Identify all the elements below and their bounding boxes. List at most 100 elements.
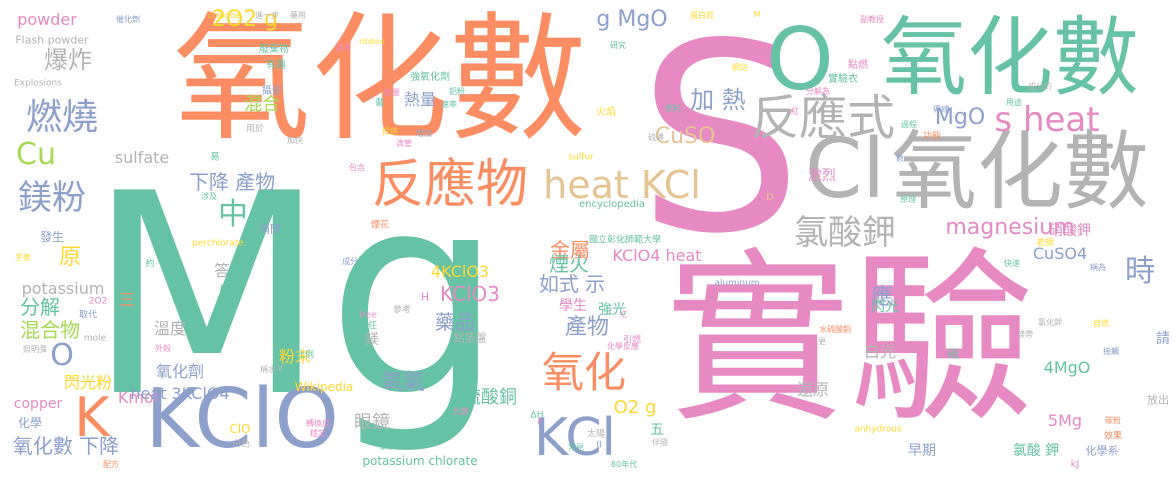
word-heat-energy: 熱量	[403, 90, 437, 109]
word-used-for: 用於	[245, 124, 265, 135]
word-clo: ClO	[229, 422, 251, 436]
word-kmol: Kmol	[117, 388, 159, 407]
word-self-ignite: 自燃	[1093, 319, 1109, 328]
word-potassium-chlorate-zh-small: 氯酸 鉀	[1012, 443, 1060, 459]
word-oxidation-number-decrease: 氧化數 下降	[12, 434, 120, 458]
word-chemicals: 藥品	[435, 310, 475, 334]
word-metal: 金屬	[550, 238, 590, 262]
word-ignite: 點燃	[848, 60, 868, 71]
word-4kclo3: 4KClO3	[430, 262, 490, 281]
word-induce-burn: 引燃	[622, 335, 642, 346]
word-cuso: CuSO	[654, 124, 716, 149]
word-fuel: 燃料	[665, 104, 681, 113]
word-heat-3kclo4: heat 3KClO4	[130, 384, 230, 403]
word-speed: 速率	[441, 100, 457, 109]
word-kclo4-heat: KClO4 heat	[612, 246, 702, 265]
word-function: 功能	[922, 131, 942, 142]
word-mgo: MgO	[934, 105, 986, 130]
word-k: K	[74, 386, 110, 449]
word-aluminum-tray: 鋁箔盤	[453, 331, 487, 345]
word-research: 研究	[610, 41, 626, 50]
word-delta-h: ΔH	[530, 410, 544, 421]
word-m: M	[753, 10, 761, 19]
word-number: 數	[896, 154, 904, 163]
word-answer: 答	[213, 261, 231, 280]
word-aluminum-powder: 鋁粉	[449, 87, 465, 96]
word-catalyst: 催化劑	[116, 15, 140, 24]
word-o-blue: O	[50, 338, 74, 373]
word-involve: 涉及	[201, 192, 217, 201]
word-carbon-powder: 碳粉	[1105, 416, 1121, 425]
word-manufacture: 製造	[335, 43, 351, 52]
word-process: 過程	[901, 120, 917, 129]
word-protein: 蛋白質	[690, 11, 714, 20]
word-2o2: 2O2	[88, 296, 108, 307]
word-chemical-reaction: 化學反應	[607, 342, 639, 351]
word-4mgo: 4MgO	[1043, 358, 1091, 377]
word-five: 五	[650, 422, 664, 438]
word-contain: 包含	[349, 163, 365, 172]
word-kcl: KCl	[533, 408, 617, 468]
word-further: 進一步	[255, 11, 279, 20]
word-middle: 中	[218, 197, 248, 232]
word-waste: 廢棄物	[259, 44, 289, 55]
word-cl: Cl	[804, 122, 886, 217]
word-heat-kcl: heat KCl	[543, 163, 701, 207]
word-s: S	[637, 0, 803, 291]
word-flash: 閃光	[871, 299, 899, 315]
word-chemistry: 化學	[17, 416, 43, 430]
word-spectrum: 光譜	[453, 407, 469, 416]
word-flare: 照明彈	[23, 345, 47, 354]
word-contact: 接觸	[1103, 347, 1119, 356]
word-occur: 發生	[39, 230, 65, 244]
word-gloves: 手套	[15, 253, 31, 262]
word-sulfur: sulfur	[568, 152, 594, 163]
word-firework: 煙花	[370, 220, 390, 231]
word-time: 時	[1125, 254, 1155, 289]
word-common: 常見	[568, 443, 584, 452]
word-decompose-into: 分解為	[806, 87, 830, 96]
word-sulfur-zh: 硫	[947, 347, 959, 361]
word-ribbon: ribbon	[359, 37, 385, 46]
word-dropper: 滴管	[396, 139, 412, 148]
word-free: free	[359, 310, 377, 321]
word-cuso4: CuSO4	[1032, 244, 1088, 263]
word-encyclopedia: encyclopedia	[578, 199, 646, 210]
word-mg: Mg	[86, 134, 504, 458]
word-website: 網站	[732, 63, 748, 72]
word-potassium-nitrate-zh: 硝酸鉀	[1049, 223, 1091, 239]
word-chemistry-dept: 化學系	[1085, 444, 1119, 458]
word-provide: 提供	[382, 127, 398, 136]
word-o2-g: O2 g	[613, 397, 657, 418]
word-potassium: potassium	[21, 279, 105, 298]
word-kclo3: KClO3	[439, 282, 501, 306]
word-as-shown: 如式 示	[538, 272, 606, 296]
word-intense: 激烈	[808, 168, 836, 184]
word-potassium-chlorate-zh: 氯酸鉀	[794, 213, 896, 253]
word-5mg: 5Mg	[1047, 411, 1083, 430]
word-speed-up: 加快	[287, 136, 303, 145]
word-product: 產物	[564, 315, 610, 340]
word-h: H	[420, 290, 430, 304]
word-white: 白色	[231, 439, 251, 450]
word-medicinal: 藥用	[290, 11, 306, 20]
word-decompose: 分解	[20, 295, 60, 319]
word-d: D	[766, 192, 774, 203]
word-ncue: 國立彰化師範大學	[588, 235, 662, 246]
word-sun: 太陽	[586, 429, 606, 440]
word-powder-zh: 粉末	[278, 347, 312, 366]
word-perchlorate: perchlorate	[192, 238, 244, 249]
word-fireworks: 煙火	[549, 252, 589, 276]
word-balance: 稱水平	[260, 365, 284, 374]
word-flash-powder-zh: 閃光粉	[63, 373, 113, 392]
word-decrease-products: 下降 產物	[188, 170, 276, 194]
word-s-heat: s heat	[994, 100, 1100, 140]
word-cu: Cu	[16, 137, 56, 172]
word-potassium-chlorate: potassium chlorate	[362, 454, 478, 468]
word-photography: 攝影	[262, 86, 282, 97]
word-mole: mole	[83, 333, 107, 344]
word-glasses: 眼鏡	[354, 412, 390, 433]
word-energy: 能量	[384, 88, 400, 97]
word-80s: 80年代	[610, 460, 638, 469]
word-student: 學生	[559, 298, 587, 314]
